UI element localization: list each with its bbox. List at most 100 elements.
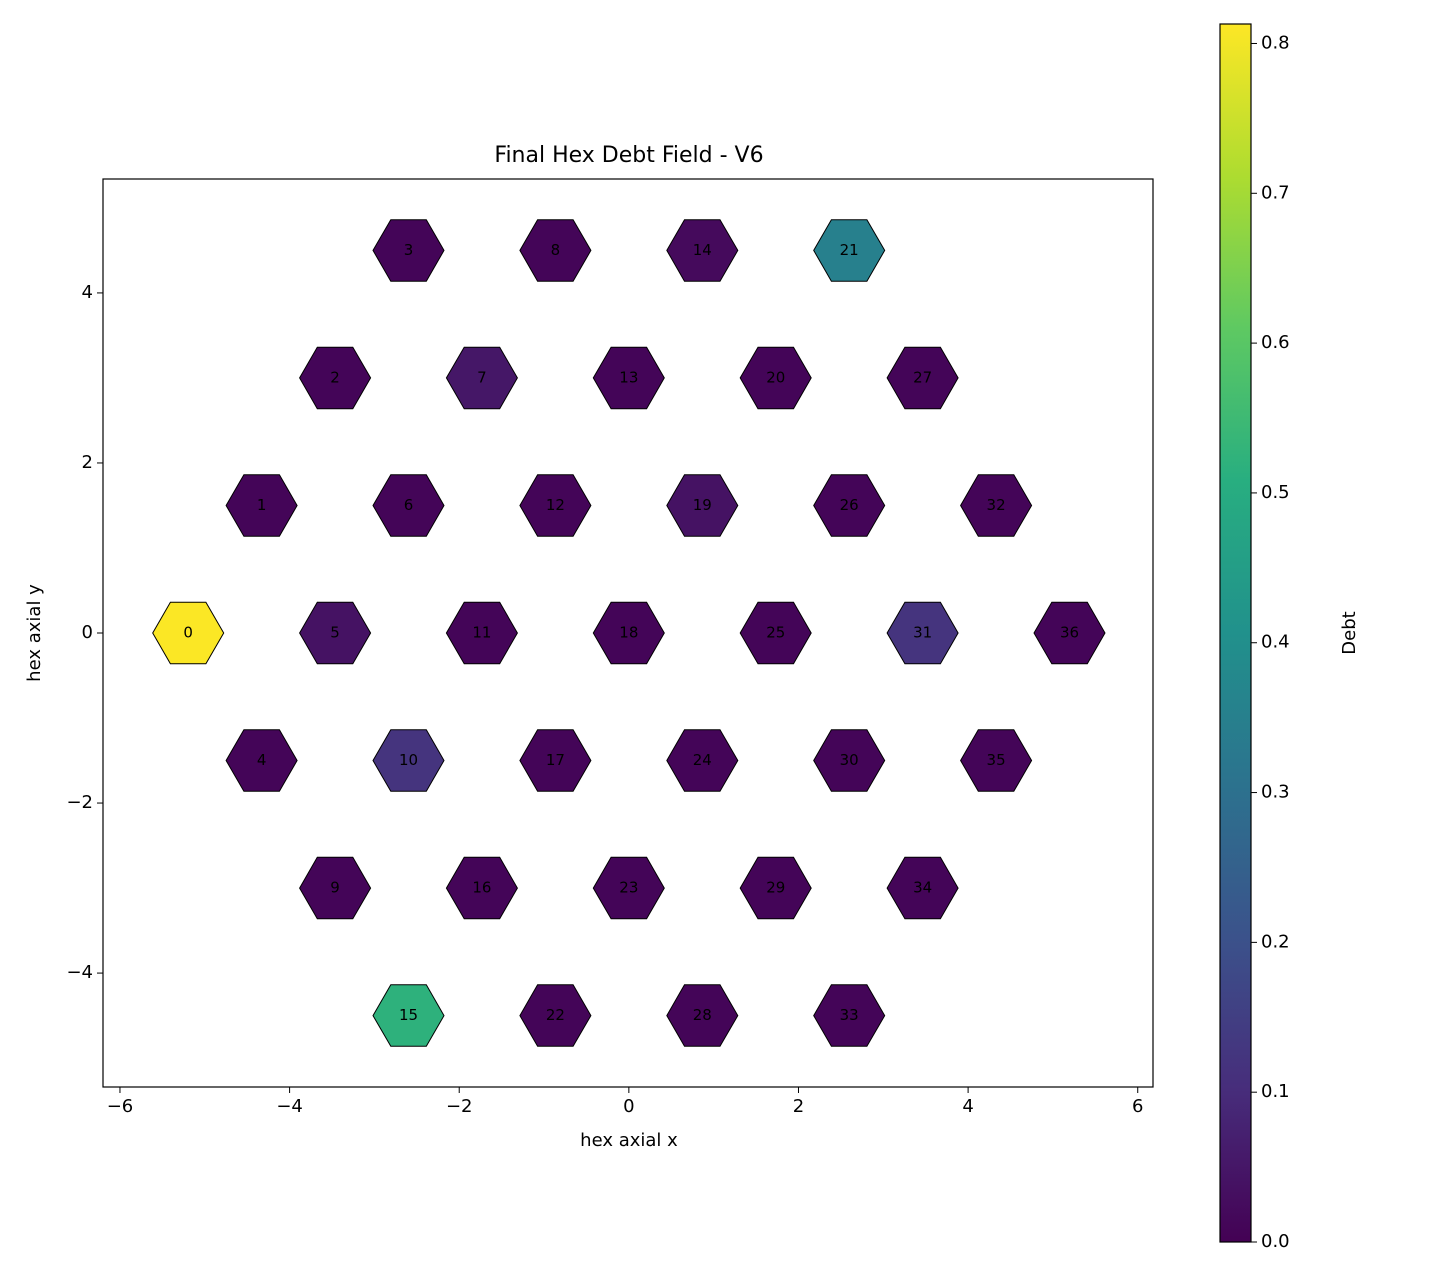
hex-cell [739, 856, 812, 920]
chart-title: Final Hex Debt Field - V6 [494, 143, 763, 168]
hex-cell [592, 601, 665, 665]
hex-cell [592, 856, 665, 920]
hex-label: 27 [913, 368, 932, 386]
hex-cell [886, 346, 959, 410]
hex-label: 34 [913, 879, 932, 897]
hex-cell [886, 856, 959, 920]
y-tick-label: −2 [66, 792, 93, 813]
x-tick-label: 2 [793, 1096, 804, 1117]
hex-cell [960, 474, 1033, 537]
hex-label: 20 [766, 368, 785, 386]
x-tick-label: 6 [1132, 1096, 1143, 1117]
hex-cell [666, 474, 739, 537]
hex-cell [813, 729, 886, 792]
hex-label: 30 [840, 751, 859, 769]
colorbar-tick-label: 0.6 [1261, 332, 1290, 353]
x-tick-label: 0 [623, 1096, 634, 1117]
hex-label: 4 [257, 751, 267, 769]
hex-label: 22 [546, 1006, 565, 1024]
x-tick-label: 4 [962, 1096, 973, 1117]
hex-label: 11 [472, 624, 491, 642]
colorbar-tick-label: 0.4 [1261, 632, 1290, 653]
hex-cell [592, 346, 665, 410]
hex-cell [519, 984, 592, 1047]
hex-cell [886, 601, 959, 665]
colorbar [1219, 23, 1252, 1243]
hex-cell [519, 729, 592, 792]
hex-cell [739, 346, 812, 410]
hex-cell [813, 984, 886, 1047]
hex-label: 23 [619, 879, 638, 897]
hex-label: 15 [399, 1006, 418, 1024]
hex-label: 1 [257, 496, 267, 514]
hex-label: 21 [840, 241, 859, 259]
hex-cell [372, 474, 445, 537]
y-tick-label: 0 [82, 622, 93, 643]
hex-cell [152, 601, 225, 665]
x-tick-label: −6 [107, 1096, 134, 1117]
colorbar-tick-label: 0.0 [1261, 1231, 1290, 1252]
hex-cell [225, 474, 298, 537]
hex-cell [225, 729, 298, 792]
hex-cell [960, 729, 1033, 792]
y-tick-label: −4 [66, 962, 93, 983]
y-tick-label: 4 [82, 282, 93, 303]
hex-cell [299, 856, 372, 920]
hex-cell [813, 474, 886, 537]
colorbar-tick-label: 0.3 [1261, 782, 1290, 803]
colorbar-tick-label: 0.2 [1261, 931, 1290, 952]
colorbar-tick-label: 0.8 [1261, 32, 1290, 53]
y-axis-label: hex axial y [24, 584, 45, 682]
hex-cell [445, 346, 518, 410]
hex-cell [813, 219, 886, 282]
colorbar-tick-label: 0.5 [1261, 482, 1290, 503]
hex-label: 2 [330, 368, 340, 386]
hex-cell [739, 601, 812, 665]
hex-label: 3 [404, 241, 414, 259]
y-tick-label: 2 [82, 452, 93, 473]
hex-cell [445, 856, 518, 920]
hex-label: 13 [619, 368, 638, 386]
hex-label: 8 [551, 241, 561, 259]
hex-cell [519, 474, 592, 537]
hex-cell [519, 219, 592, 282]
hex-label: 25 [766, 624, 785, 642]
hex-cell [372, 729, 445, 792]
hex-label: 16 [472, 879, 491, 897]
colorbar-tick-label: 0.1 [1261, 1081, 1290, 1102]
colorbar-tick-label: 0.7 [1261, 182, 1290, 203]
hex-cell [299, 601, 372, 665]
hex-label: 10 [399, 751, 418, 769]
x-axis-label: hex axial x [580, 1130, 678, 1151]
hex-label: 18 [619, 624, 638, 642]
hex-label: 26 [840, 496, 859, 514]
hex-cell [666, 219, 739, 282]
hex-cell [666, 984, 739, 1047]
hex-label: 36 [1060, 624, 1079, 642]
hex-cell [1033, 601, 1106, 665]
hex-label: 14 [693, 241, 712, 259]
hex-label: 33 [840, 1006, 859, 1024]
hex-label: 28 [693, 1006, 712, 1024]
hex-label: 31 [913, 624, 932, 642]
hex-label: 35 [987, 751, 1006, 769]
hex-cell [299, 346, 372, 410]
x-tick-label: −2 [446, 1096, 473, 1117]
hex-label: 0 [183, 624, 193, 642]
hex-cell [372, 984, 445, 1047]
hex-label: 29 [766, 879, 785, 897]
colorbar-label: Debt [1339, 611, 1360, 654]
hex-label: 9 [330, 879, 340, 897]
hex-label: 12 [546, 496, 565, 514]
hex-label: 17 [546, 751, 565, 769]
hex-label: 7 [477, 368, 487, 386]
hex-cell [445, 601, 518, 665]
hex-label: 6 [404, 496, 414, 514]
hex-label: 24 [693, 751, 712, 769]
hex-cell [372, 219, 445, 282]
hex-label: 5 [330, 624, 340, 642]
x-tick-label: −4 [276, 1096, 303, 1117]
hex-cell [666, 729, 739, 792]
hex-label: 19 [693, 496, 712, 514]
